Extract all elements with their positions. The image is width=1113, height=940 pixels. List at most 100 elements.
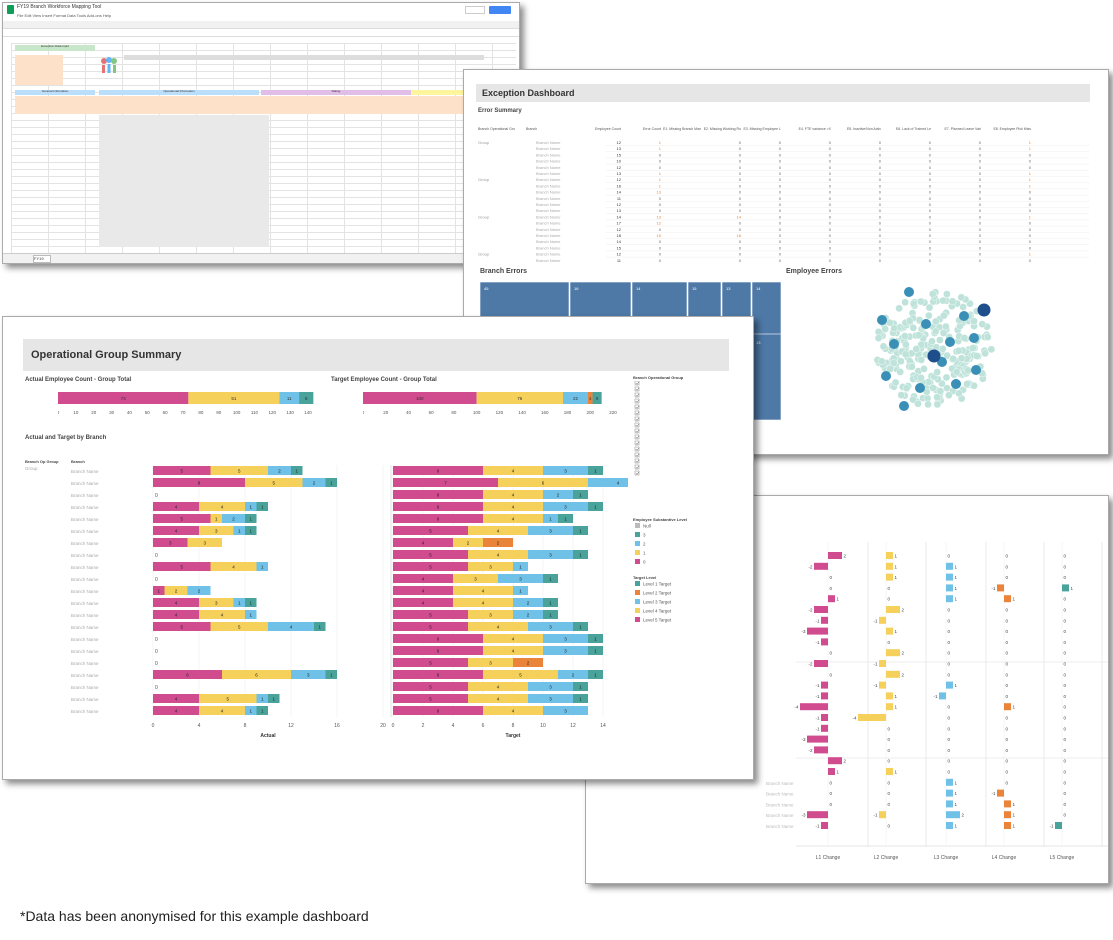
target-bar-segment[interactable] [393,514,483,523]
actual-bar-segment[interactable] [153,598,199,607]
employee-bubble[interactable] [948,297,957,306]
employee-bubble[interactable] [881,325,889,333]
error-summary-table[interactable]: Branch Operational Gro Branch Employee Cou… [476,118,1091,263]
employee-bubble[interactable] [959,311,969,321]
target-bar-segment[interactable] [453,586,513,595]
employee-bubble[interactable] [897,391,906,399]
employee-bubble[interactable] [927,349,941,363]
change-bar[interactable] [886,703,893,711]
target-bar-segment[interactable] [468,526,528,535]
actual-bar-segment[interactable] [164,586,188,595]
change-bar[interactable] [1004,703,1011,711]
target-bar-segment[interactable] [543,598,558,607]
toolbar[interactable] [3,21,519,29]
total-bar-segment[interactable] [188,392,280,404]
change-bar[interactable] [946,584,953,592]
employee-bubble[interactable] [901,350,910,359]
target-bar-segment[interactable] [393,586,453,595]
employee-bubble[interactable] [874,334,883,342]
legend-checkbox[interactable] [634,446,640,452]
employee-bubble[interactable] [915,383,925,393]
legend-checkbox[interactable] [634,458,640,464]
change-bar[interactable] [946,595,953,603]
change-bar[interactable] [997,789,1004,797]
actual-bar-segment[interactable] [268,694,280,703]
actual-bar-segment[interactable] [153,514,211,523]
change-bar[interactable] [814,660,828,667]
actual-bar-segment[interactable] [256,502,269,511]
actual-bar-segment[interactable] [210,514,223,523]
employee-bubble[interactable] [939,344,947,353]
employee-bubble[interactable] [973,352,981,360]
employee-bubble[interactable] [942,322,950,331]
employee-bubble[interactable] [890,324,898,333]
change-bar[interactable] [886,606,900,613]
legend-checkbox[interactable] [634,410,640,416]
actual-bar-segment[interactable] [245,526,257,535]
employee-bubble[interactable] [917,356,926,364]
employee-bubble[interactable] [879,342,888,351]
target-bar-segment[interactable] [588,466,603,475]
target-bar-segment[interactable] [588,670,603,679]
change-bar[interactable] [821,714,828,721]
employee-bubble[interactable] [895,304,903,313]
target-bar-segment[interactable] [393,658,468,667]
employee-bubble[interactable] [899,401,909,411]
employee-bubble[interactable] [945,391,953,400]
legend-checkbox[interactable] [634,398,640,404]
level-change-chart[interactable]: Branch Name Branch Name Branch Name Branch … [586,496,1109,884]
legend-checkbox[interactable] [634,381,640,386]
comments-button[interactable] [465,6,485,14]
employee-bubble[interactable] [925,303,934,312]
actual-bar-segment[interactable] [245,514,257,523]
change-bar[interactable] [997,584,1004,592]
total-bar-segment[interactable] [299,392,314,404]
employee-bubble[interactable] [971,365,981,375]
employee-bubble[interactable] [936,387,945,395]
target-bar-segment[interactable] [393,490,483,499]
employee-bubble[interactable] [929,384,937,392]
employee-bubble[interactable] [902,384,911,392]
change-bar[interactable] [800,703,828,711]
actual-bar-segment[interactable] [245,478,303,487]
target-bar-segment[interactable] [393,562,468,571]
employee-bubble[interactable] [940,311,948,320]
target-bar-segment[interactable] [543,646,588,655]
actual-bar-segment[interactable] [153,670,222,679]
change-bar[interactable] [879,681,886,689]
change-bar[interactable] [1004,595,1011,603]
share-button[interactable] [489,6,511,14]
total-bar-segment[interactable] [476,392,563,404]
target-bar-segment[interactable] [543,634,588,643]
change-bar[interactable] [946,681,953,689]
target-bar-segment[interactable] [528,682,573,691]
employee-bubble[interactable] [921,319,931,329]
target-bar-segment[interactable] [483,466,543,475]
target-bar-segment[interactable] [468,658,513,667]
actual-bar-segment[interactable] [153,538,188,547]
employee-bubble[interactable] [969,333,979,343]
change-bar[interactable] [814,746,828,754]
target-bar-segment[interactable] [393,622,468,631]
change-bar[interactable] [1062,584,1069,592]
actual-bar-segment[interactable] [153,586,165,595]
employee-bubble[interactable] [889,339,899,349]
change-bar[interactable] [828,768,835,775]
target-bar-segment[interactable] [393,706,483,715]
employee-bubble[interactable] [964,366,972,375]
change-bar[interactable] [886,562,893,570]
target-bar-segment[interactable] [513,598,543,607]
target-bar-segment[interactable] [468,562,513,571]
employee-bubble[interactable] [889,359,898,367]
formula-bar[interactable] [3,29,519,37]
target-bar-segment[interactable] [588,502,603,511]
employee-bubble[interactable] [931,327,940,336]
actual-bar-segment[interactable] [187,586,211,595]
legend-checkbox[interactable] [634,422,640,428]
actual-bar-segment[interactable] [153,466,211,475]
change-bar[interactable] [1004,800,1011,808]
change-bar[interactable] [946,573,953,581]
actual-bar-segment[interactable] [325,670,338,679]
target-bar-segment[interactable] [528,526,573,535]
target-bar-segment[interactable] [393,694,468,703]
